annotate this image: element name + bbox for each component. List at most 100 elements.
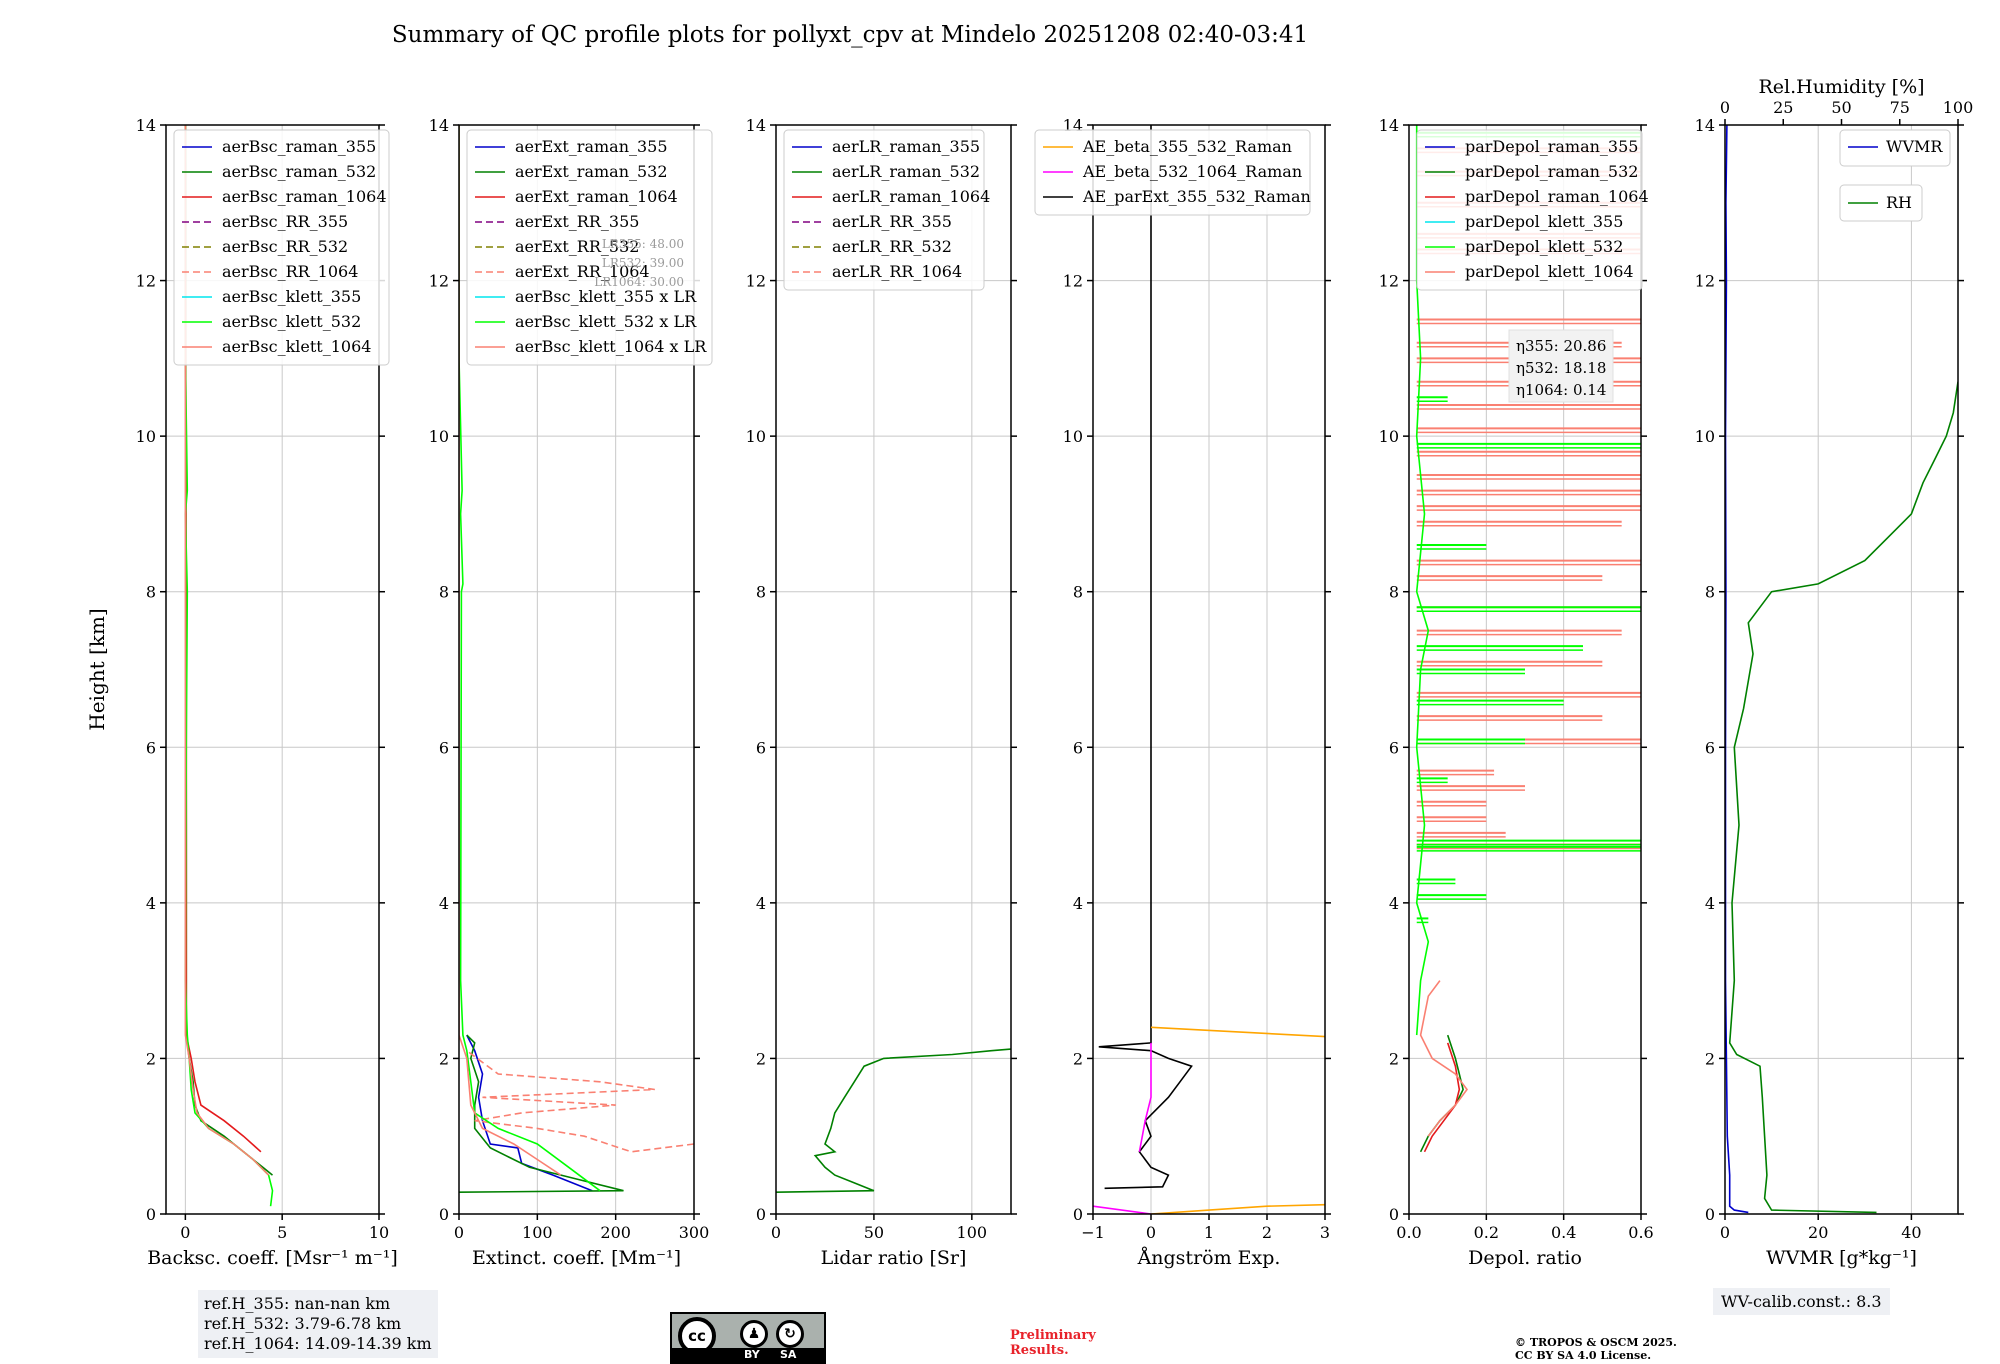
y-tick-label: 14 <box>136 116 156 135</box>
series-line-extra <box>1150 1026 1325 1038</box>
legend-label: aerBsc_raman_1064 <box>222 187 387 206</box>
legend-box <box>173 129 390 366</box>
series-line-aerbsc-klett-1064 <box>184 125 270 1176</box>
y-tick-label: 14 <box>746 116 766 135</box>
license-by-label: BY <box>744 1348 760 1361</box>
ref-height-355: ref.H_355: nan-nan km <box>204 1294 391 1313</box>
x-tick-label: 0.6 <box>1628 1223 1653 1242</box>
legend-label: aerExt_raman_532 <box>515 162 668 181</box>
y-tick-label: 4 <box>1705 894 1715 913</box>
legend-label: parDepol_klett_1064 <box>1465 262 1634 281</box>
y-tick-label: 0 <box>1705 1205 1715 1224</box>
copyright-note: © TROPOS & OSCM 2025. CC BY SA 4.0 Licen… <box>1515 1336 1677 1362</box>
legend-box <box>1034 129 1311 216</box>
x-tick-label: 3 <box>1320 1223 1330 1242</box>
axes-frame <box>775 124 1012 1215</box>
y-tick-label: 4 <box>1389 894 1399 913</box>
x-tick-label: 0 <box>771 1223 781 1242</box>
y-tick-label: 10 <box>1063 427 1083 446</box>
legend: aerBsc_raman_355 aerBsc_raman_532 aerBsc_r… <box>173 129 390 366</box>
x-tick-label: 0.0 <box>1396 1223 1421 1242</box>
legend-label: aerLR_RR_355 <box>832 212 952 231</box>
lidar-ratio-annotation: LR532: 39.00 <box>602 256 684 270</box>
x-tick-label: 5 <box>277 1223 287 1242</box>
eta-value: η532: 18.18 <box>1516 359 1606 377</box>
series-line-ae-parext-355-532-raman <box>1098 125 1193 1190</box>
plot-area <box>459 125 694 1193</box>
x-tick-label: 0 <box>1146 1223 1156 1242</box>
x-tick-label: 0.4 <box>1551 1223 1576 1242</box>
ref-height-532: ref.H_532: 3.79-6.78 km <box>204 1314 402 1333</box>
x-tick-label: 20 <box>1808 1223 1828 1242</box>
legend-box <box>783 129 985 291</box>
series-line-wvmr <box>1725 125 1749 1214</box>
series-line-aerlr-raman-532 <box>776 1048 1011 1193</box>
legend-label: aerBsc_klett_532 <box>222 312 361 331</box>
x-tick-label: 40 <box>1901 1223 1921 1242</box>
x2-tick-label: 100 <box>1943 98 1974 117</box>
legend-label: aerBsc_klett_532 x LR <box>515 312 697 331</box>
y-tick-label: 8 <box>439 583 449 602</box>
y-tick-label: 0 <box>756 1205 766 1224</box>
legend-label: aerBsc_RR_355 <box>222 212 348 231</box>
panel-5: 0 2 4 6 8 10 12 14 0.0 0.2 0.4 0.6 Depol. ratio parDe… <box>1379 116 1654 1269</box>
legend-label: aerExt_RR_355 <box>515 212 639 231</box>
y-tick-label: 8 <box>1705 583 1715 602</box>
y-tick-label: 2 <box>1389 1049 1399 1068</box>
y-tick-label: 10 <box>1379 427 1399 446</box>
y-tick-label: 0 <box>146 1205 156 1224</box>
panel-3: 0 2 4 6 8 10 12 14 0 50 100 Lidar ratio [Sr] aerLR_r… <box>746 116 1017 1269</box>
y-tick-label: 12 <box>746 272 766 291</box>
y-tick-label: 6 <box>439 738 449 757</box>
cc-license-badge: cc ♟ ↻ BY SA <box>670 1312 826 1364</box>
y-tick-label: 12 <box>1063 272 1083 291</box>
legend-box <box>1416 129 1643 291</box>
wv-calibration-box: WV-calib.const.: 8.3 <box>1713 1288 1890 1315</box>
y-tick-label: 10 <box>1695 427 1715 446</box>
y-axis-label: Height [km] <box>85 608 109 730</box>
legend-label: parDepol_raman_532 <box>1465 162 1638 181</box>
plot-area <box>1093 125 1325 1214</box>
y-tick-label: 6 <box>1389 738 1399 757</box>
y-tick-label: 2 <box>146 1049 156 1068</box>
legend-label: AE_beta_355_532_Raman <box>1082 137 1292 156</box>
legend-label: aerLR_raman_1064 <box>832 187 990 206</box>
legend-label: aerBsc_raman_355 <box>222 137 376 156</box>
y-tick-label: 2 <box>1073 1049 1083 1068</box>
eta-value: η355: 20.86 <box>1516 337 1606 355</box>
y-tick-label: 8 <box>1073 583 1083 602</box>
y-tick-label: 2 <box>756 1049 766 1068</box>
legend-label: aerBsc_RR_1064 <box>222 262 358 281</box>
x-tick-label: 10 <box>369 1223 389 1242</box>
y-tick-label: 10 <box>746 427 766 446</box>
x-axis-label: WVMR [g*kg⁻¹] <box>1766 1247 1917 1269</box>
y-tick-label: 6 <box>1073 738 1083 757</box>
eta-value: η1064: 0.14 <box>1516 381 1606 399</box>
plot-area <box>184 125 274 1207</box>
series-line-rh <box>1728 381 1958 1214</box>
legend-label: aerExt_raman_355 <box>515 137 668 156</box>
x-tick-label: 50 <box>864 1223 884 1242</box>
attribution-person-icon: ♟ <box>740 1320 768 1348</box>
legend-label: AE_beta_532_1064_Raman <box>1082 162 1302 181</box>
x-axis-label: Depol. ratio <box>1468 1247 1582 1269</box>
legend-label: aerBsc_RR_532 <box>222 237 348 256</box>
x-tick-label: −1 <box>1081 1223 1105 1242</box>
legend-label: WVMR <box>1886 137 1943 156</box>
y-tick-label: 14 <box>1695 116 1715 135</box>
series-line-extra <box>1138 1042 1152 1152</box>
y-tick-label: 8 <box>146 583 156 602</box>
y-tick-label: 10 <box>429 427 449 446</box>
preliminary-note: Preliminary Results. <box>1010 1328 1096 1358</box>
legend-label: aerLR_raman_355 <box>832 137 980 156</box>
legend-label: aerLR_RR_532 <box>832 237 952 256</box>
panel-6: 0 2 4 6 8 10 12 14 0 20 40 WVMR [g*kg⁻¹] 0 25 50 75 100 R… <box>1695 76 1974 1269</box>
legend-label: parDepol_raman_355 <box>1465 137 1638 156</box>
y-tick-label: 4 <box>1073 894 1083 913</box>
x-tick-label: 200 <box>600 1223 631 1242</box>
x2-tick-label: 50 <box>1831 98 1851 117</box>
legend-label: aerBsc_klett_1064 x LR <box>515 337 707 356</box>
legend-label: RH <box>1886 193 1912 212</box>
series-line-pardepol-klett-532 <box>1415 125 1430 1036</box>
